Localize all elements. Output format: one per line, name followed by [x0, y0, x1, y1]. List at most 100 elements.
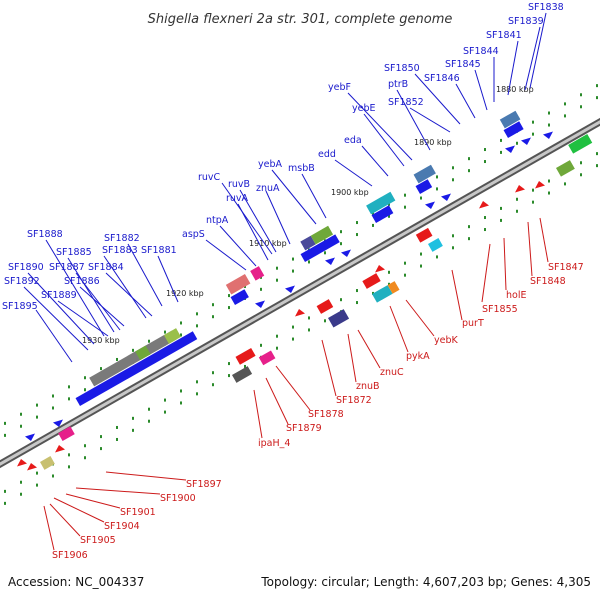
reverse-arrow-icon: [17, 459, 27, 467]
guide-dot: [404, 261, 406, 265]
forward-arrow-icon: [543, 131, 553, 139]
guide-dot: [52, 406, 54, 410]
guide-dot: [388, 270, 390, 274]
guide-dot: [20, 480, 22, 484]
guide-dot: [276, 278, 278, 282]
guide-dot: [52, 394, 54, 398]
gene-label: SF1879: [286, 423, 322, 434]
guide-dot: [244, 364, 246, 368]
guide-dot: [564, 182, 566, 186]
guide-dot: [148, 407, 150, 411]
guide-dot: [564, 114, 566, 118]
guide-dot: [4, 489, 6, 493]
guide-dot: [596, 164, 598, 168]
guide-dot: [116, 425, 118, 429]
guide-dot: [180, 321, 182, 325]
guide-dot: [580, 173, 582, 177]
gene-label: ruvB: [228, 179, 250, 190]
gene-label: SF1897: [186, 479, 222, 490]
guide-dot: [580, 105, 582, 109]
reverse-arrow-icon: [535, 181, 545, 189]
guide-dot: [212, 383, 214, 387]
gene-label: yebA: [258, 159, 282, 170]
guide-dot: [468, 225, 470, 229]
forward-arrow-icon: [325, 257, 335, 265]
guide-dot: [548, 111, 550, 115]
forward-gene-block: [366, 191, 396, 223]
gene-label: SF1855: [482, 304, 518, 315]
guide-dot: [132, 428, 134, 432]
guide-dot: [388, 214, 390, 218]
guide-dot: [276, 266, 278, 270]
guide-dot: [132, 348, 134, 352]
guide-dot: [36, 415, 38, 419]
tick-label: 1930 kbp: [82, 336, 120, 345]
guide-dot: [324, 251, 326, 255]
guide-dot: [212, 303, 214, 307]
guide-dot: [596, 152, 598, 156]
gene-label: SF1904: [104, 521, 140, 532]
guide-dot: [564, 102, 566, 106]
gene-label: SF1847: [548, 262, 584, 273]
guide-dot: [420, 252, 422, 256]
guide-dot: [4, 421, 6, 425]
tick-label: 1900 kbp: [331, 188, 369, 197]
gene-label: SF1872: [336, 395, 372, 406]
guide-dot: [468, 237, 470, 241]
guide-dot: [212, 371, 214, 375]
guide-dot: [372, 223, 374, 227]
gene-label: znuC: [380, 367, 404, 378]
gene-arrows: [17, 131, 553, 471]
guide-dot: [404, 273, 406, 277]
guide-dot: [212, 315, 214, 319]
guide-dot: [356, 289, 358, 293]
guide-dot: [596, 96, 598, 100]
guide-dot: [420, 264, 422, 268]
guide-dot: [388, 282, 390, 286]
guide-dot: [100, 367, 102, 371]
guide-dot: [596, 84, 598, 88]
guide-dot: [452, 246, 454, 250]
guide-dot: [196, 312, 198, 316]
guide-dot: [388, 202, 390, 206]
guide-dot: [100, 435, 102, 439]
reverse-gene-block: [362, 273, 400, 303]
map-title: Shigella flexneri 2a str. 301, complete …: [148, 12, 453, 27]
guide-dot: [4, 501, 6, 505]
guide-dot: [372, 211, 374, 215]
guide-dot: [308, 316, 310, 320]
forward-arrow-icon: [441, 193, 451, 201]
guide-dot: [68, 465, 70, 469]
guide-dot: [548, 179, 550, 183]
guide-dot: [196, 392, 198, 396]
guide-dot: [228, 294, 230, 298]
guide-dot: [516, 209, 518, 213]
gene-label: znuB: [356, 381, 380, 392]
guide-dot: [532, 200, 534, 204]
gene-label: SF1889: [41, 290, 77, 301]
guide-dot: [180, 389, 182, 393]
genome-backbone: [0, 117, 600, 469]
gene-label: pykA: [406, 351, 430, 362]
guide-dot: [340, 230, 342, 234]
guide-dot: [36, 483, 38, 487]
guide-dot: [580, 93, 582, 97]
tick-label: 1920 kbp: [166, 289, 204, 298]
forward-arrow-icon: [341, 249, 351, 257]
guide-dot: [292, 257, 294, 261]
guide-dot: [548, 123, 550, 127]
guide-dot: [52, 474, 54, 478]
guide-dot: [36, 403, 38, 407]
guide-dot: [340, 298, 342, 302]
guide-dot: [100, 447, 102, 451]
guide-dot: [500, 218, 502, 222]
forward-arrow-icon: [255, 300, 265, 308]
guide-dot: [36, 471, 38, 475]
guide-dot: [20, 424, 22, 428]
guide-dot: [164, 410, 166, 414]
reverse-arrow-icon: [375, 265, 385, 273]
forward-arrow-icon: [505, 145, 515, 153]
reverse-gene-block: [232, 347, 276, 383]
guide-dot: [260, 287, 262, 291]
